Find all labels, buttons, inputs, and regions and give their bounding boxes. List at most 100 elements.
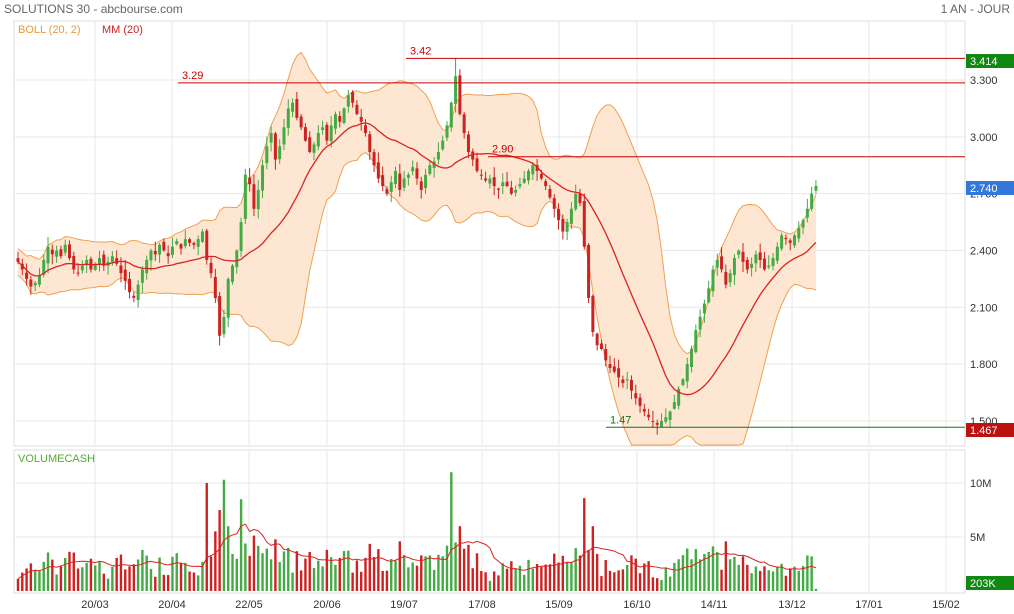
candle-body: [475, 158, 479, 171]
candle-body: [153, 250, 157, 255]
candle-body: [557, 209, 561, 221]
boll-legend: BOLL (20, 2): [18, 24, 81, 36]
candle-body: [55, 250, 59, 257]
candle-body: [535, 165, 539, 171]
candle-body: [329, 125, 333, 142]
volume-bar: [497, 575, 500, 591]
candle-body: [269, 133, 273, 143]
candle-body: [621, 379, 625, 384]
volume-bar: [377, 549, 380, 591]
candle-body: [29, 279, 33, 287]
volume-bar: [248, 555, 251, 591]
candle-body: [647, 414, 651, 418]
candle-body: [527, 170, 531, 181]
candle-body: [123, 269, 127, 281]
volume-bar: [540, 566, 543, 591]
volume-bar: [604, 560, 607, 591]
candle-body: [63, 244, 67, 253]
volume-bar: [758, 570, 762, 591]
candle-body: [655, 422, 659, 425]
candle-body: [359, 116, 363, 122]
level-label: 3.29: [182, 70, 203, 82]
candle-body: [16, 258, 20, 262]
x-tick-label: 15/02: [932, 599, 960, 611]
volume-bar: [523, 574, 526, 591]
volume-bar: [510, 561, 513, 591]
candle-body: [518, 184, 522, 187]
candle-body: [484, 178, 488, 181]
x-tick-label: 20/03: [81, 599, 109, 611]
candle-body: [591, 295, 595, 332]
volume-bar: [445, 545, 449, 591]
volume-bar: [59, 566, 63, 591]
volume-bar: [810, 556, 813, 591]
candle-body: [46, 246, 50, 264]
volume-bar: [299, 570, 303, 591]
candle-body: [668, 411, 672, 420]
price-tick-label: 2.400: [970, 246, 998, 258]
volume-bar: [411, 562, 414, 591]
volume-bar: [136, 559, 140, 591]
candle-body: [33, 282, 37, 286]
candle-body: [587, 244, 591, 298]
volume-bar: [239, 499, 243, 591]
volume-bar: [720, 569, 723, 591]
price-tick-label: 3.300: [970, 75, 998, 87]
candle-body: [372, 152, 376, 166]
period-label[interactable]: 1 AN - JOUR: [941, 2, 1011, 16]
volume-bar: [218, 510, 221, 591]
volume-bar: [664, 567, 667, 591]
volume-bar: [415, 565, 419, 591]
volume-bar: [801, 566, 805, 591]
chart-title: SOLUTIONS 30 - abcbourse.com: [4, 2, 183, 16]
candle-body: [441, 140, 445, 150]
volume-bar: [132, 564, 136, 591]
candle-body: [604, 349, 608, 361]
candle-body: [183, 239, 187, 247]
candle-body: [398, 173, 402, 190]
candle-body: [102, 254, 106, 266]
candle-body: [672, 402, 676, 409]
candle-body: [466, 134, 470, 152]
candle-body: [767, 265, 771, 268]
candle-body: [797, 227, 801, 239]
volume-average-line: [17, 523, 817, 580]
volume-bar: [625, 564, 629, 591]
volume-bar: [192, 572, 196, 591]
volume-bar: [424, 556, 427, 591]
level-label: 3.42: [410, 45, 431, 57]
candle-body: [402, 178, 406, 188]
volume-bar: [638, 573, 642, 591]
candle-body: [50, 249, 54, 255]
volume-tick-label: 5M: [970, 532, 985, 544]
price-tick-label: 1.800: [970, 359, 998, 371]
candle-body: [634, 393, 638, 399]
bollinger-band: [17, 51, 817, 446]
candle-body: [784, 237, 788, 240]
candle-body: [792, 235, 796, 246]
volume-bar: [488, 580, 492, 591]
candle-body: [205, 230, 209, 260]
volume-bar: [621, 569, 625, 591]
volume-bar: [175, 553, 178, 591]
volume-bar: [561, 555, 565, 591]
volume-bar: [321, 566, 324, 591]
candle-body: [389, 182, 393, 192]
volume-bar: [231, 553, 234, 591]
volume-bar: [544, 564, 547, 591]
volume-bar: [784, 575, 788, 591]
volume-bar: [244, 543, 247, 591]
volume-bar: [690, 559, 693, 591]
candle-body: [355, 104, 359, 115]
candle-body: [651, 420, 655, 422]
candle-body: [788, 240, 792, 243]
volume-panel: [13, 449, 966, 594]
volume-bar: [81, 567, 84, 591]
candle-body: [162, 241, 166, 251]
volume-bar: [694, 549, 698, 591]
candle-body: [179, 244, 183, 249]
volume-bar: [360, 571, 363, 591]
candle-body: [282, 127, 286, 145]
volume-bar: [462, 548, 466, 591]
volume-bar: [583, 498, 586, 591]
